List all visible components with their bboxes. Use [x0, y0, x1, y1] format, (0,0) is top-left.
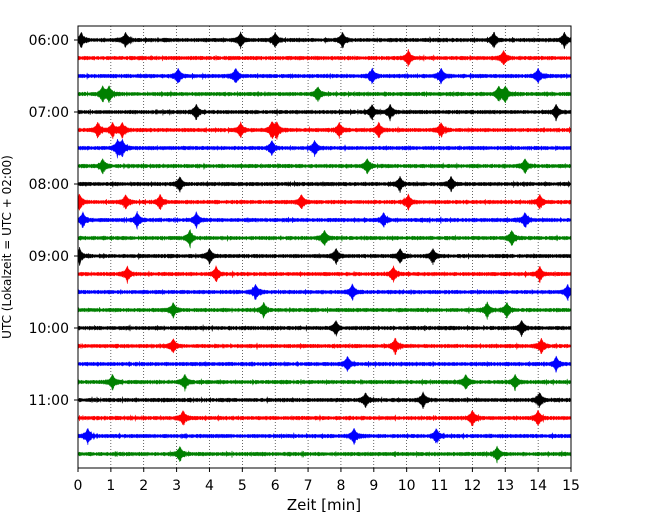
x-tick-label: 1 [106, 478, 115, 494]
x-axis-ticks: 0 1 2 3 4 5 6 7 8 9 10 11 12 13 14 15 [74, 468, 580, 494]
y-tick-label: 07:00 [29, 105, 69, 121]
x-tick-label: 13 [496, 478, 514, 494]
x-tick-label: 15 [562, 478, 580, 494]
y-tick-label: 10:00 [29, 321, 69, 337]
x-tick-label: 2 [139, 478, 148, 494]
x-tick-label: 5 [238, 478, 247, 494]
x-tick-label: 14 [529, 478, 547, 494]
plot-frame [77, 25, 572, 469]
y-axis-label: UTC (Lokalzeit = UTC + 02:00) [0, 155, 14, 339]
x-tick-label: 7 [304, 478, 313, 494]
y-axis-ticks: 06:00 07:00 08:00 09:00 10:00 11:00 [29, 33, 78, 409]
x-tick-label: 6 [271, 478, 280, 494]
x-tick-label: 9 [369, 478, 378, 494]
y-tick-label: 08:00 [29, 177, 69, 193]
x-tick-label: 4 [205, 478, 214, 494]
x-tick-label: 11 [431, 478, 449, 494]
x-axis-label: Zeit [min] [287, 496, 361, 514]
y-tick-label: 09:00 [29, 249, 69, 265]
x-tick-label: 3 [172, 478, 181, 494]
seismogram-traces [77, 31, 572, 464]
x-tick-label: 0 [74, 478, 83, 494]
x-tick-label: 8 [336, 478, 345, 494]
x-tick-label: 12 [463, 478, 481, 494]
y-tick-label: 06:00 [29, 33, 69, 49]
y-tick-label: 11:00 [29, 393, 69, 409]
plot-background [78, 26, 571, 468]
x-tick-label: 10 [398, 478, 416, 494]
